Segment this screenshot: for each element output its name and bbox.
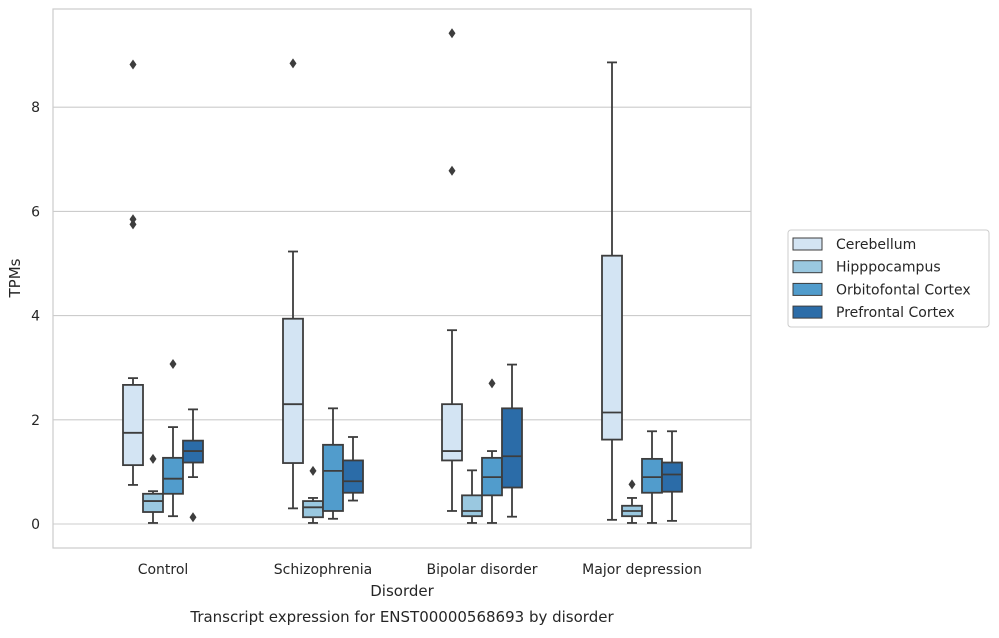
box-hipppocampus-2 <box>461 469 483 524</box>
outlier-point <box>169 359 177 370</box>
box-cerebellum-1 <box>282 58 304 510</box>
box-iqr <box>142 492 164 513</box>
box-iqr <box>342 459 364 494</box>
legend-entry-label: Cerebellum <box>836 237 916 253</box>
outlier-point <box>129 59 137 70</box>
box-iqr <box>441 403 463 462</box>
outlier-point <box>309 465 317 476</box>
legend-swatch <box>792 282 823 296</box>
x-tick-label: Control <box>138 562 189 578</box>
box-iqr <box>122 383 144 467</box>
outlier-point <box>289 58 297 69</box>
box-hipppocampus-0 <box>142 453 164 524</box>
box-orbitofontal-cortex-0 <box>162 359 184 518</box>
box-iqr <box>162 456 184 495</box>
box-hipppocampus-1 <box>302 465 324 524</box>
y-axis-label: TPMs <box>6 258 24 298</box>
legend-entry-label: Prefrontal Cortex <box>836 305 955 321</box>
box-prefrontal-cortex-0 <box>182 408 204 523</box>
outlier-point <box>448 165 456 176</box>
x-tick-label: Major depression <box>582 562 702 578</box>
box-iqr <box>501 407 523 489</box>
plot-area-frame <box>52 8 752 549</box>
outlier-point <box>149 453 157 464</box>
box-iqr <box>322 443 344 512</box>
x-axis-label: Disorder <box>370 582 434 600</box>
legend-swatch <box>792 237 823 251</box>
y-tick-label: 8 <box>31 100 40 116</box>
grid-lines <box>53 106 751 525</box>
chart-title: Transcript expression for ENST0000056869… <box>189 608 614 626</box>
box-iqr <box>641 457 663 494</box>
outlier-point <box>448 28 456 39</box>
y-tick-label: 2 <box>31 413 40 429</box>
box-hipppocampus-3 <box>621 479 643 524</box>
box-cerebellum-2 <box>441 28 463 512</box>
y-axis-ticks: 0 2 4 6 8 <box>31 100 40 533</box>
box-prefrontal-cortex-3 <box>661 430 683 522</box>
outlier-point <box>189 512 197 523</box>
box-iqr <box>601 254 623 441</box>
outlier-point <box>628 479 636 490</box>
legend-entry-label: Orbitofontal Cortex <box>836 282 971 298</box>
box-prefrontal-cortex-1 <box>342 436 364 502</box>
x-tick-label: Bipolar disorder <box>426 562 537 578</box>
legend: Cerebellum Hipppocampus Orbitofontal Corte… <box>787 229 990 328</box>
x-axis-ticks: Control Schizophrenia Bipolar disorder Majo… <box>138 562 702 578</box>
box-cerebellum-3 <box>601 61 623 521</box>
legend-swatch <box>792 260 823 274</box>
legend-frame <box>787 229 990 328</box>
box-iqr <box>461 494 483 518</box>
x-tick-label: Schizophrenia <box>274 562 372 578</box>
box-orbitofontal-cortex-3 <box>641 430 663 524</box>
outlier-point <box>488 378 496 389</box>
box-iqr <box>661 461 683 493</box>
box-prefrontal-cortex-2 <box>501 363 523 518</box>
box-cerebellum-0 <box>122 59 144 486</box>
outlier-point <box>129 214 137 225</box>
y-tick-label: 0 <box>31 517 40 533</box>
box-iqr <box>282 317 304 464</box>
legend-swatch <box>792 305 823 319</box>
box-iqr <box>302 500 324 519</box>
outlier-point <box>129 219 137 230</box>
legend-entry-label: Hipppocampus <box>836 260 941 276</box>
box-orbitofontal-cortex-2 <box>481 378 503 524</box>
y-tick-label: 4 <box>31 309 40 325</box>
y-tick-label: 6 <box>31 204 40 220</box>
plot-boxes <box>122 28 683 524</box>
box-orbitofontal-cortex-1 <box>322 407 344 520</box>
